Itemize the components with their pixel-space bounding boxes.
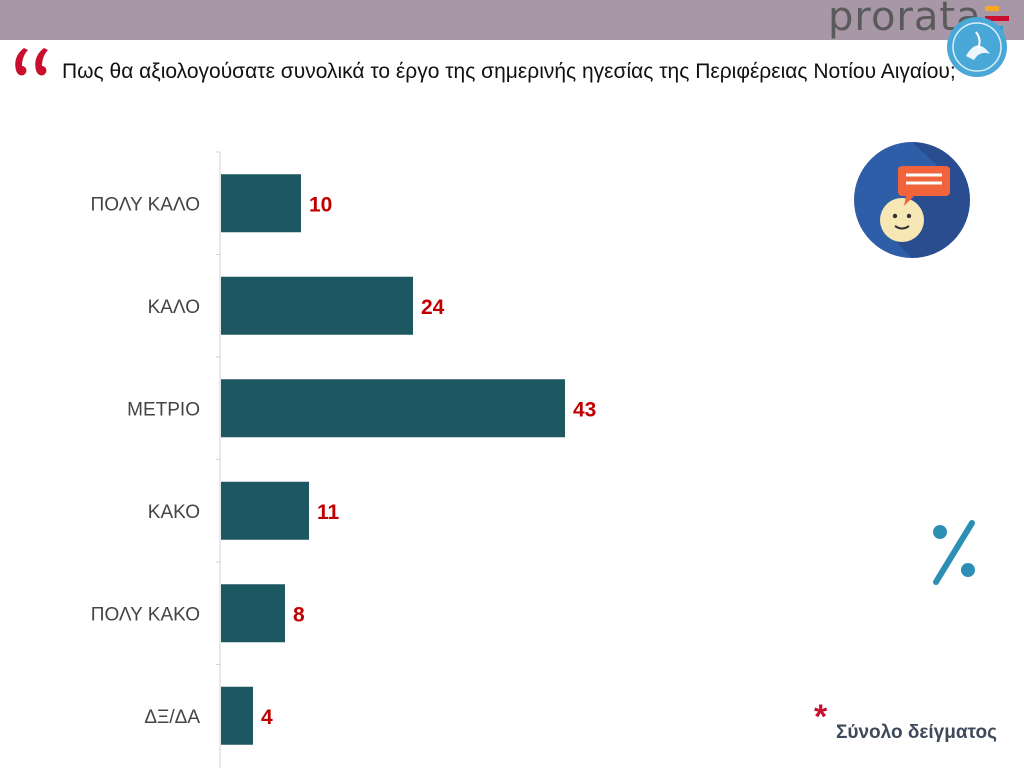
category-label: ΚΑΚΟ [148, 502, 200, 523]
bar-0 [221, 174, 301, 233]
category-label: ΠΟΛΥ ΚΑΚΟ [91, 604, 200, 625]
category-label: ΔΞ/ΔΑ [144, 707, 200, 728]
bar-2 [221, 379, 565, 438]
question-title: Πως θα αξιολογούσατε συνολικά το έργο τη… [62, 60, 956, 83]
footnote-text: Σύνολο δείγματος [836, 722, 997, 743]
percent-icon [933, 520, 975, 585]
value-label: 43 [573, 398, 596, 421]
value-label: 10 [309, 193, 332, 216]
bar-3 [221, 481, 309, 540]
value-label: 11 [317, 501, 340, 524]
quote-icon [15, 48, 48, 76]
value-label: 4 [261, 706, 273, 729]
category-label: ΠΟΛΥ ΚΑΛΟ [91, 194, 200, 215]
bar-5 [221, 686, 253, 745]
category-label: ΜΕΤΡΙΟ [127, 399, 200, 420]
top-banner [0, 0, 1024, 40]
category-label: ΚΑΛΟ [148, 297, 200, 318]
person-speech-icon [854, 142, 970, 258]
footnote-asterisk: * [814, 698, 828, 736]
value-label: 8 [293, 603, 305, 626]
bar-1 [221, 276, 413, 335]
bar-chart: ΠΟΛΥ ΚΑΛΟ 10 ΚΑΛΟ 24 ΜΕΤΡΙΟ 43 ΚΑΚΟ 11 ΠΟΛΥ ΚΑΚΟ… [91, 151, 596, 768]
value-label: 24 [421, 296, 445, 319]
region-emblem-icon [947, 17, 1007, 77]
bar-4 [221, 584, 285, 643]
